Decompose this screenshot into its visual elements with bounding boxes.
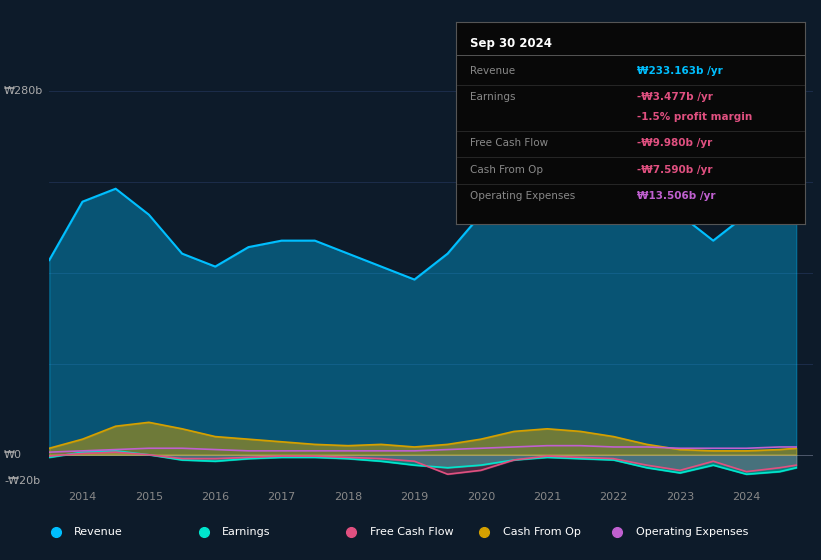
Text: Free Cash Flow: Free Cash Flow — [470, 138, 548, 148]
Text: ₩233.163b /yr: ₩233.163b /yr — [637, 66, 722, 76]
Text: Revenue: Revenue — [470, 66, 515, 76]
Text: Earnings: Earnings — [470, 92, 515, 102]
Text: Cash From Op: Cash From Op — [470, 165, 543, 175]
Text: ₩13.506b /yr: ₩13.506b /yr — [637, 191, 716, 201]
Text: Cash From Op: Cash From Op — [502, 527, 580, 537]
Text: Free Cash Flow: Free Cash Flow — [370, 527, 453, 537]
Text: Earnings: Earnings — [222, 527, 271, 537]
Text: ₩0: ₩0 — [4, 450, 22, 460]
Text: Operating Expenses: Operating Expenses — [636, 527, 748, 537]
Text: Revenue: Revenue — [75, 527, 123, 537]
Text: -₩7.590b /yr: -₩7.590b /yr — [637, 165, 713, 175]
Text: ₩280b: ₩280b — [4, 86, 44, 96]
Text: -1.5% profit margin: -1.5% profit margin — [637, 112, 752, 122]
Text: Sep 30 2024: Sep 30 2024 — [470, 36, 552, 49]
Text: -₩9.980b /yr: -₩9.980b /yr — [637, 138, 713, 148]
Text: -₩20b: -₩20b — [4, 475, 40, 486]
Text: Operating Expenses: Operating Expenses — [470, 191, 575, 201]
Text: -₩3.477b /yr: -₩3.477b /yr — [637, 92, 713, 102]
